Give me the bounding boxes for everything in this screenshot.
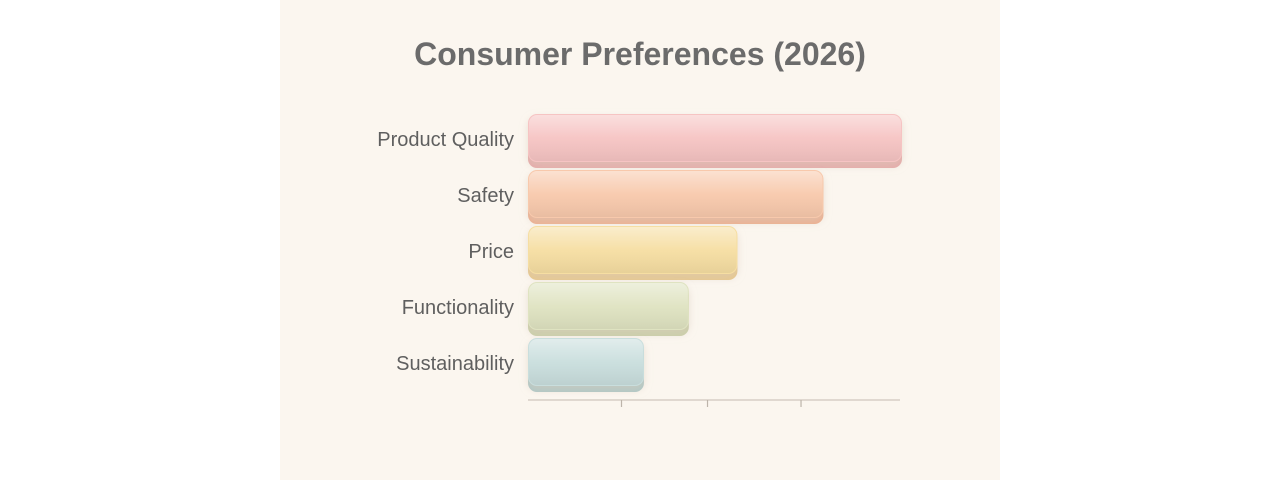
bar-gloss: [529, 339, 643, 385]
category-label: Safety: [457, 185, 514, 207]
category-label: Product Quality: [377, 129, 514, 151]
bar-group: Sustainability: [396, 338, 644, 392]
bar-group: Price: [468, 226, 738, 280]
bar-group: Product Quality: [377, 114, 902, 168]
chart-title: Consumer Preferences (2026): [414, 36, 866, 72]
chart-panel: Consumer Preferences (2026) Product Qual…: [280, 0, 1000, 480]
category-label: Functionality: [402, 297, 514, 319]
bar-group: Functionality: [402, 282, 689, 336]
bar-gloss: [529, 227, 737, 273]
bar-gloss: [529, 171, 823, 217]
category-label: Sustainability: [396, 353, 514, 375]
bar-group: Safety: [457, 170, 824, 224]
bar-gloss: [529, 115, 901, 161]
category-label: Price: [468, 241, 514, 263]
bar-chart: Product Quality Safety Price Functionality S…: [377, 114, 902, 407]
bar-gloss: [529, 283, 688, 329]
